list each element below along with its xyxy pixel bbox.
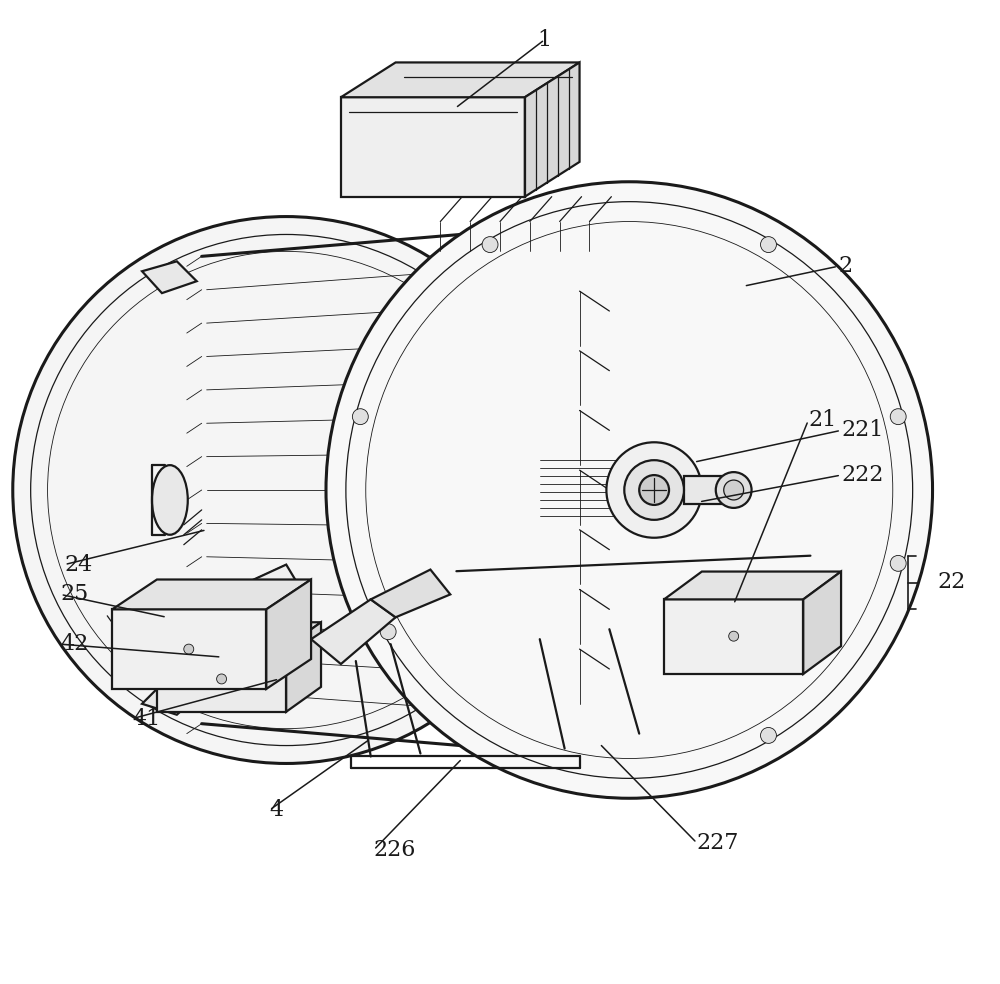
- Circle shape: [606, 442, 702, 537]
- Circle shape: [890, 555, 906, 572]
- Ellipse shape: [326, 182, 933, 798]
- Text: 42: 42: [60, 633, 89, 655]
- Polygon shape: [684, 476, 734, 504]
- Circle shape: [639, 475, 669, 505]
- Text: 21: 21: [808, 409, 836, 431]
- Circle shape: [761, 236, 776, 253]
- Polygon shape: [266, 580, 311, 689]
- Polygon shape: [341, 62, 580, 97]
- Circle shape: [184, 645, 194, 654]
- Polygon shape: [112, 609, 266, 689]
- Polygon shape: [664, 599, 803, 674]
- Text: 221: 221: [841, 419, 883, 442]
- Text: 4: 4: [269, 799, 283, 822]
- Circle shape: [13, 216, 560, 764]
- Text: 227: 227: [697, 832, 739, 854]
- Circle shape: [761, 727, 776, 743]
- Text: 41: 41: [132, 707, 160, 730]
- Circle shape: [380, 624, 396, 640]
- Circle shape: [482, 236, 498, 253]
- Text: 24: 24: [64, 554, 93, 576]
- Circle shape: [729, 631, 739, 642]
- Polygon shape: [465, 499, 832, 595]
- Circle shape: [724, 480, 744, 500]
- Text: 1: 1: [538, 29, 552, 50]
- Circle shape: [217, 674, 227, 684]
- Circle shape: [890, 408, 906, 425]
- Polygon shape: [664, 572, 841, 599]
- Text: 2: 2: [838, 255, 852, 277]
- Polygon shape: [341, 97, 525, 197]
- Polygon shape: [286, 622, 321, 711]
- Text: 22: 22: [938, 571, 966, 593]
- Polygon shape: [142, 262, 197, 293]
- Ellipse shape: [152, 465, 188, 534]
- Polygon shape: [371, 570, 450, 617]
- Text: 25: 25: [60, 584, 89, 605]
- Text: 226: 226: [374, 839, 416, 861]
- Polygon shape: [157, 647, 286, 711]
- Circle shape: [352, 408, 368, 425]
- Polygon shape: [112, 580, 311, 609]
- Polygon shape: [222, 565, 311, 664]
- Circle shape: [716, 472, 752, 508]
- Polygon shape: [803, 572, 841, 674]
- Polygon shape: [142, 684, 197, 714]
- Polygon shape: [525, 62, 580, 197]
- Text: 222: 222: [841, 464, 883, 486]
- Polygon shape: [311, 599, 396, 664]
- Circle shape: [624, 461, 684, 520]
- Polygon shape: [157, 622, 321, 647]
